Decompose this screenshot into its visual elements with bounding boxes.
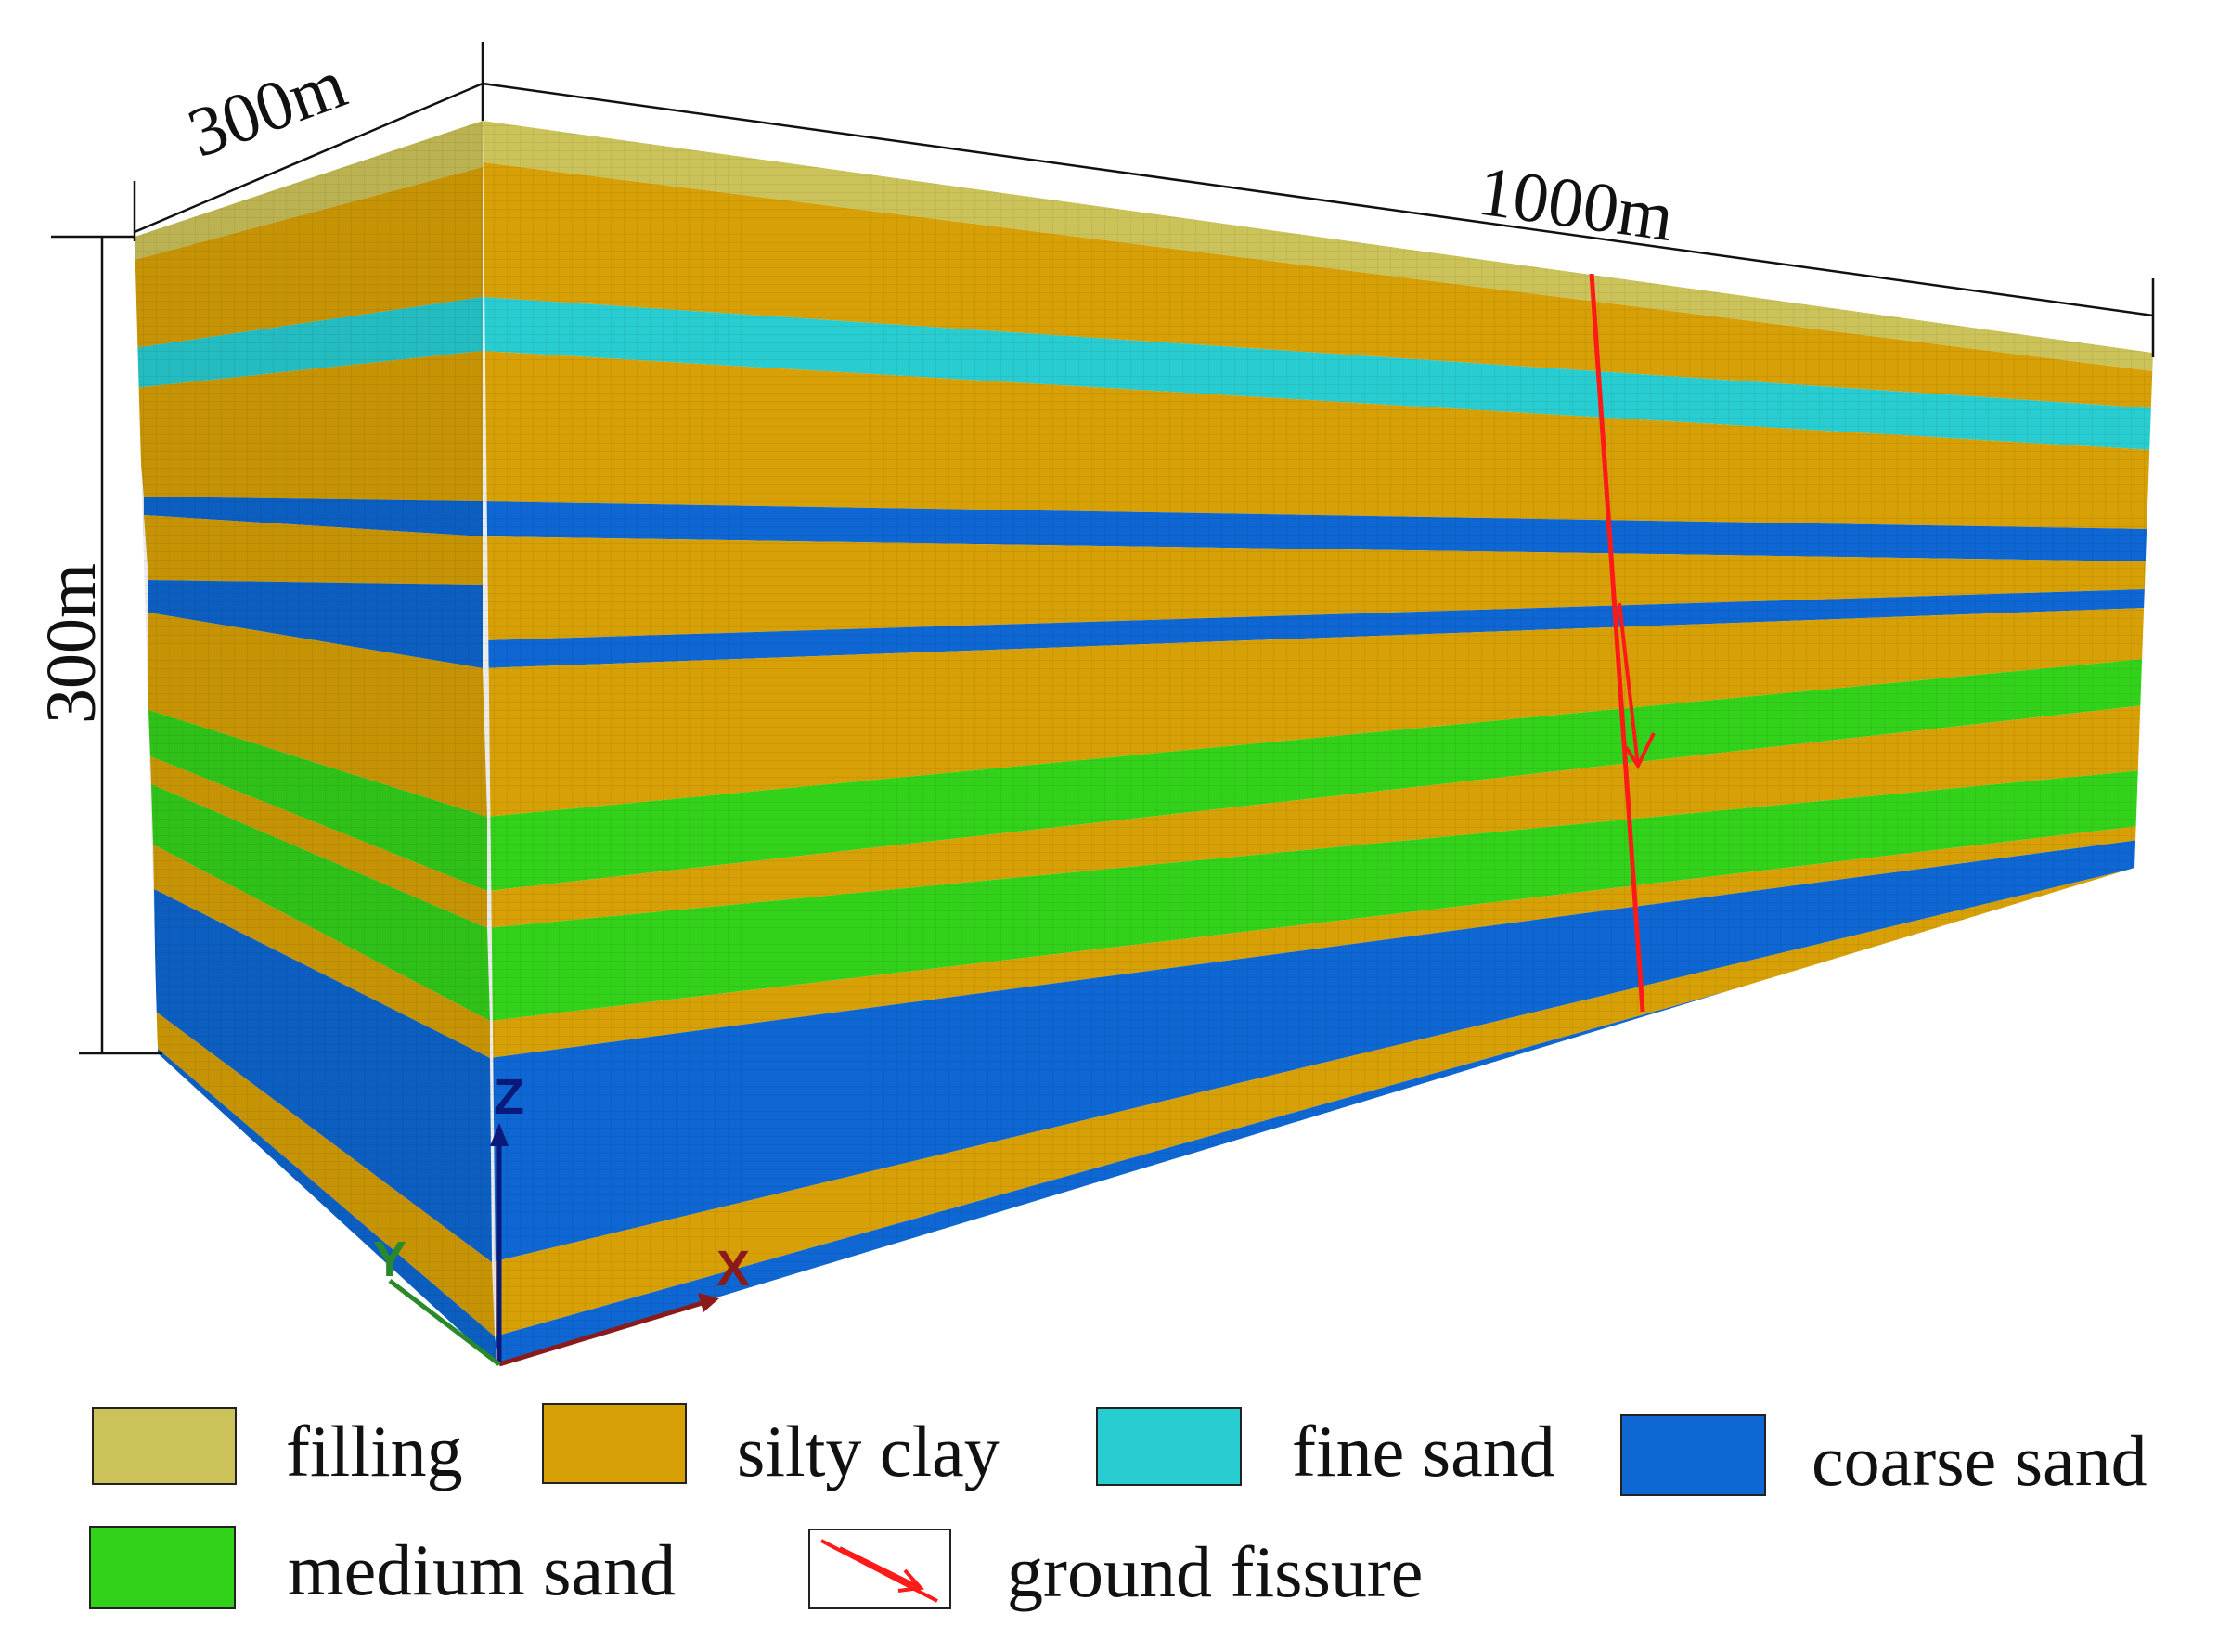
axis-x-label: X: [716, 1241, 750, 1297]
ground-fissure: [1589, 273, 1656, 1013]
fissure-line: [1589, 273, 1645, 1013]
legend-swatch-fine-sand: [1096, 1407, 1242, 1486]
legend-swatch-silty-clay: [542, 1403, 687, 1484]
fissure-arrow-head: [1624, 732, 1656, 770]
fissure-slip-arrow: [1618, 602, 1640, 767]
left-face-mesh: [135, 121, 496, 1364]
legend-swatch-coarse-sand: [1620, 1414, 1766, 1496]
right-face-mesh: [483, 121, 2153, 1364]
legend-label-ground-fissure: ground fissure: [1007, 1531, 1423, 1612]
coordinate-axes: Z Y X: [373, 1069, 750, 1367]
left-face-shade: [135, 121, 496, 1364]
legend-swatch-medium-sand: [89, 1526, 236, 1609]
model-left-face: [135, 121, 496, 1364]
dimension-length-label: 1000m: [1474, 152, 1679, 257]
legend-swatch-filling: [92, 1407, 237, 1485]
legend-label-silty-clay: silty clay: [737, 1411, 1000, 1491]
axis-y-label: Y: [373, 1232, 406, 1287]
dimension-height-label: 300m: [32, 563, 110, 724]
legend-label-fine-sand: fine sand: [1292, 1411, 1555, 1491]
model-right-face: [483, 121, 2153, 1364]
legend-label-coarse-sand: coarse sand: [1812, 1420, 2147, 1501]
legend-label-filling: filling: [286, 1411, 463, 1491]
legend: filling silty clay fine sand coarse sand…: [89, 1403, 2147, 1612]
ground-fissure-symbol-icon: [820, 1539, 938, 1603]
dimension-width-label: 300m: [178, 45, 355, 173]
dimension-lines: [51, 42, 2155, 1055]
axis-z-label: Z: [494, 1069, 524, 1125]
legend-label-medium-sand: medium sand: [288, 1529, 676, 1610]
